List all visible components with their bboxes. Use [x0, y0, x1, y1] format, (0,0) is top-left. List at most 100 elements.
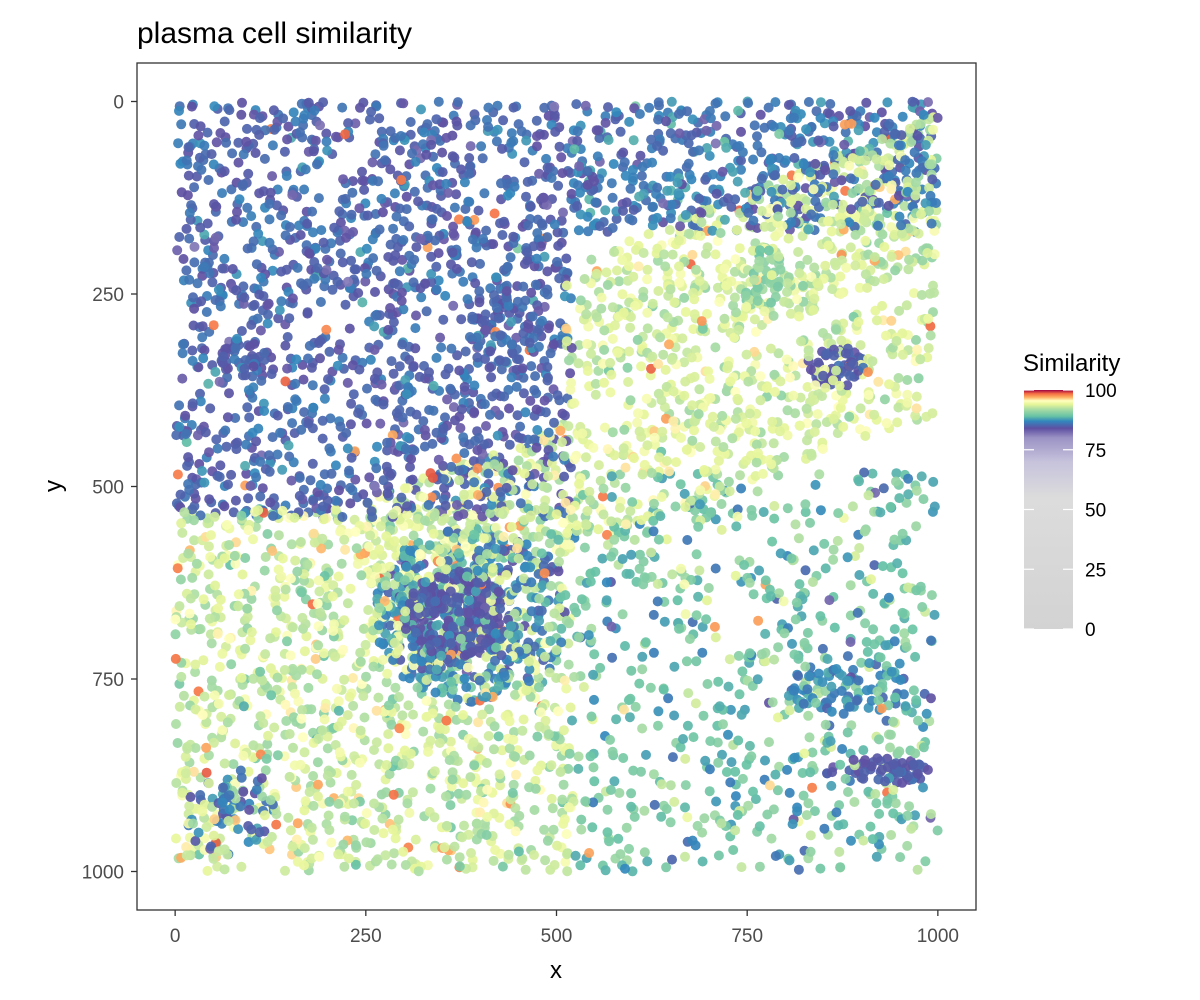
data-point — [378, 399, 389, 410]
data-point — [736, 164, 746, 175]
data-point — [272, 750, 283, 761]
data-point — [856, 657, 867, 668]
data-point — [391, 211, 402, 222]
data-point — [620, 170, 631, 181]
data-point — [638, 248, 649, 258]
data-point — [539, 502, 550, 512]
data-point — [287, 190, 298, 200]
data-point — [496, 178, 506, 189]
data-point — [796, 336, 806, 347]
data-point — [337, 512, 348, 522]
data-point — [369, 344, 380, 355]
data-point — [497, 861, 508, 872]
data-point — [805, 830, 816, 841]
data-point — [426, 251, 437, 262]
data-point — [606, 492, 617, 502]
data-point — [907, 624, 918, 635]
data-point — [879, 242, 890, 252]
data-point — [803, 710, 814, 721]
data-point — [683, 158, 694, 169]
data-point — [231, 444, 242, 455]
data-point — [521, 461, 532, 471]
data-point — [566, 188, 577, 199]
data-point — [654, 452, 665, 463]
data-point — [699, 813, 710, 824]
data-point — [394, 203, 405, 214]
data-point — [694, 565, 705, 576]
data-point — [895, 675, 906, 685]
data-point — [539, 395, 550, 406]
data-point — [732, 810, 743, 820]
data-point — [333, 571, 344, 582]
data-point — [723, 729, 733, 740]
data-point — [756, 206, 767, 216]
data-point — [713, 455, 724, 466]
data-point — [788, 685, 799, 696]
data-point — [769, 654, 780, 665]
data-point — [473, 717, 484, 728]
data-point — [611, 714, 622, 725]
data-point — [203, 175, 214, 185]
data-point — [916, 471, 927, 482]
data-point — [483, 468, 494, 479]
data-point — [820, 719, 831, 730]
data-point — [518, 388, 529, 399]
data-point — [359, 712, 370, 723]
data-point — [707, 169, 718, 180]
data-point — [773, 251, 784, 262]
data-point — [608, 159, 619, 169]
data-point — [199, 691, 210, 702]
data-point — [189, 182, 200, 193]
data-point — [416, 292, 427, 303]
data-point — [848, 359, 859, 369]
data-point — [410, 563, 421, 574]
data-point — [668, 386, 679, 397]
data-point — [270, 585, 281, 596]
data-point — [176, 119, 187, 130]
data-point — [322, 145, 333, 156]
data-point — [582, 338, 592, 349]
data-point — [844, 160, 855, 171]
data-point — [744, 408, 755, 419]
data-point — [241, 136, 252, 147]
data-point — [290, 555, 301, 566]
data-point — [279, 665, 290, 675]
data-point — [778, 174, 789, 185]
data-point — [797, 231, 808, 241]
data-point — [456, 164, 467, 175]
data-point — [826, 681, 837, 692]
data-point — [855, 403, 866, 414]
data-point — [581, 452, 591, 463]
data-point — [494, 355, 505, 366]
data-point — [599, 422, 610, 433]
data-point — [257, 791, 267, 802]
data-point — [506, 522, 517, 532]
data-point — [308, 402, 319, 413]
data-point — [772, 785, 783, 796]
data-point — [471, 818, 482, 829]
data-point — [236, 672, 247, 683]
data-point — [393, 814, 404, 825]
data-point — [433, 275, 444, 286]
data-point — [586, 348, 596, 359]
data-point — [398, 304, 409, 315]
data-point — [431, 203, 442, 214]
data-point — [280, 376, 291, 387]
data-point — [304, 787, 315, 797]
data-point — [637, 664, 648, 675]
data-point — [681, 656, 692, 667]
data-point — [808, 545, 819, 556]
data-point — [614, 788, 625, 798]
data-point — [384, 561, 395, 572]
data-point — [662, 185, 673, 196]
data-point — [675, 479, 686, 490]
data-point — [615, 469, 625, 480]
data-point — [520, 407, 531, 418]
data-point — [489, 208, 500, 219]
data-point — [736, 483, 747, 494]
data-point — [637, 161, 648, 172]
data-point — [729, 292, 740, 303]
data-point — [730, 766, 741, 777]
data-point — [836, 686, 847, 696]
data-point — [479, 188, 490, 199]
